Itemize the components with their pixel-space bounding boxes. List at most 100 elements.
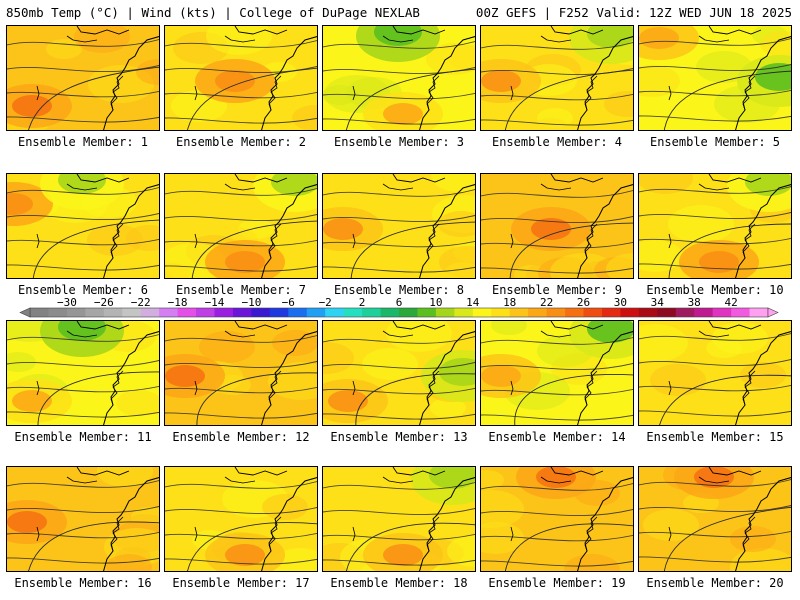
colorbar-segment xyxy=(712,308,732,317)
colorbar-segment xyxy=(177,308,197,317)
ensemble-member-3-map xyxy=(322,25,476,131)
ensemble-member-label: Ensemble Member: 16 xyxy=(14,576,152,590)
model-run-valid-time: 00Z GEFS | F252 Valid: 12Z WED JUN 18 20… xyxy=(475,5,792,20)
ensemble-member-14-map xyxy=(480,320,634,426)
ensemble-member-label: Ensemble Member: 20 xyxy=(646,576,784,590)
temperature-colorbar: −30 −26 −22 −18 −14 −10 −6 −2 2 6 10 14 18 22 26 30 34 38… xyxy=(19,297,779,318)
ensemble-member-label: Ensemble Member: 13 xyxy=(330,430,468,444)
colorbar-tick-label: 22 xyxy=(540,297,553,309)
colorbar-tick-label: 18 xyxy=(503,297,516,309)
ensemble-member-label: Ensemble Member: 12 xyxy=(172,430,310,444)
colorbar-segment xyxy=(380,308,400,317)
colorbar-tick-label: −6 xyxy=(282,297,295,309)
ensemble-member-label: Ensemble Member: 3 xyxy=(333,135,465,149)
ensemble-member-label: Ensemble Member: 7 xyxy=(175,283,307,297)
colorbar-tick-label: 10 xyxy=(429,297,442,309)
ensemble-member-12-map xyxy=(164,320,318,426)
colorbar-segment xyxy=(196,308,215,317)
colorbar-tick-label: −18 xyxy=(168,297,188,309)
ensemble-member-17-map xyxy=(164,466,318,572)
colorbar-segment xyxy=(638,308,658,317)
colorbar-segment xyxy=(306,308,326,317)
colorbar-segment xyxy=(454,308,474,317)
colorbar-left-arrow xyxy=(19,307,31,318)
map-title: 850mb Temp (°C) | Wind (kts) | College o… xyxy=(6,5,420,20)
ensemble-member-label: Ensemble Member: 9 xyxy=(491,283,623,297)
colorbar-tick-label: 2 xyxy=(359,297,366,309)
colorbar-segment xyxy=(232,308,252,317)
colorbar-segment xyxy=(30,308,49,317)
colorbar-segment xyxy=(601,308,621,317)
colorbar-segment xyxy=(472,308,492,317)
ensemble-member-20-map xyxy=(638,466,792,572)
colorbar-segment xyxy=(288,308,308,317)
colorbar-segment xyxy=(565,308,584,317)
colorbar-tick-label: 30 xyxy=(614,297,627,309)
colorbar-tick-label: 42 xyxy=(724,297,737,309)
colorbar-segment xyxy=(528,308,548,317)
ensemble-member-5-map xyxy=(638,25,792,131)
ensemble-member-7-map xyxy=(164,173,318,279)
ensemble-member-15-map xyxy=(638,320,792,426)
ensemble-member-label: Ensemble Member: 8 xyxy=(333,283,465,297)
colorbar-segment xyxy=(343,308,363,317)
ensemble-member-label: Ensemble Member: 10 xyxy=(646,283,784,297)
ensemble-member-16-map xyxy=(6,466,160,572)
ensemble-member-label: Ensemble Member: 19 xyxy=(488,576,626,590)
ensemble-member-13-map xyxy=(322,320,476,426)
colorbar-segment xyxy=(362,308,382,317)
colorbar-tick-label: −10 xyxy=(241,297,261,309)
colorbar-tick-label: 34 xyxy=(651,297,665,309)
ensemble-member-19-map xyxy=(480,466,634,572)
colorbar-segment xyxy=(509,308,529,317)
colorbar-segment xyxy=(48,308,68,317)
colorbar-tick-label: −26 xyxy=(94,297,114,309)
colorbar-tick-label: 6 xyxy=(396,297,403,309)
colorbar-segment xyxy=(731,308,751,317)
ensemble-member-11-map xyxy=(6,320,160,426)
colorbar-segment xyxy=(214,308,234,317)
ensemble-member-10-map xyxy=(638,173,792,279)
colorbar-segment xyxy=(491,308,511,317)
ensemble-member-8-map xyxy=(322,173,476,279)
colorbar-tick-label: −22 xyxy=(131,297,151,309)
colorbar-right-arrow xyxy=(767,307,779,318)
colorbar-segment xyxy=(435,308,455,317)
ensemble-member-label: Ensemble Member: 18 xyxy=(330,576,468,590)
ensemble-member-label: Ensemble Member: 17 xyxy=(172,576,310,590)
ensemble-member-label: Ensemble Member: 4 xyxy=(491,135,623,149)
ensemble-member-label: Ensemble Member: 2 xyxy=(175,135,307,149)
colorbar-segment xyxy=(546,308,566,317)
colorbar-segment xyxy=(85,308,105,317)
colorbar-tick-label: 14 xyxy=(466,297,480,309)
ensemble-member-1-map xyxy=(6,25,160,131)
colorbar-segment xyxy=(749,308,769,317)
colorbar-tick-label: 38 xyxy=(688,297,701,309)
colorbar-segment xyxy=(399,308,418,317)
colorbar-tick-label: −2 xyxy=(319,297,332,309)
colorbar-segment xyxy=(269,308,289,317)
ensemble-member-label: Ensemble Member: 1 xyxy=(17,135,149,149)
colorbar-segment xyxy=(140,308,160,317)
colorbar-segment xyxy=(159,308,179,317)
colorbar-segment xyxy=(657,308,677,317)
colorbar-segment xyxy=(675,308,695,317)
colorbar-segment xyxy=(103,308,123,317)
ensemble-member-label: Ensemble Member: 11 xyxy=(14,430,152,444)
ensemble-member-6-map xyxy=(6,173,160,279)
colorbar-tick-label: 26 xyxy=(577,297,590,309)
colorbar-segment xyxy=(251,308,271,317)
colorbar-segment xyxy=(694,308,714,317)
ensemble-member-label: Ensemble Member: 6 xyxy=(17,283,149,297)
colorbar-segment xyxy=(66,308,86,317)
colorbar-tick-label: −14 xyxy=(205,297,225,309)
colorbar-segment xyxy=(620,308,640,317)
colorbar-segment xyxy=(325,308,345,317)
colorbar-segment xyxy=(583,308,603,317)
ensemble-member-label: Ensemble Member: 14 xyxy=(488,430,626,444)
colorbar-segment xyxy=(417,308,437,317)
ensemble-member-label: Ensemble Member: 15 xyxy=(646,430,784,444)
colorbar-tick-label: −30 xyxy=(57,297,77,309)
colorbar-segment xyxy=(122,308,142,317)
ensemble-member-9-map xyxy=(480,173,634,279)
